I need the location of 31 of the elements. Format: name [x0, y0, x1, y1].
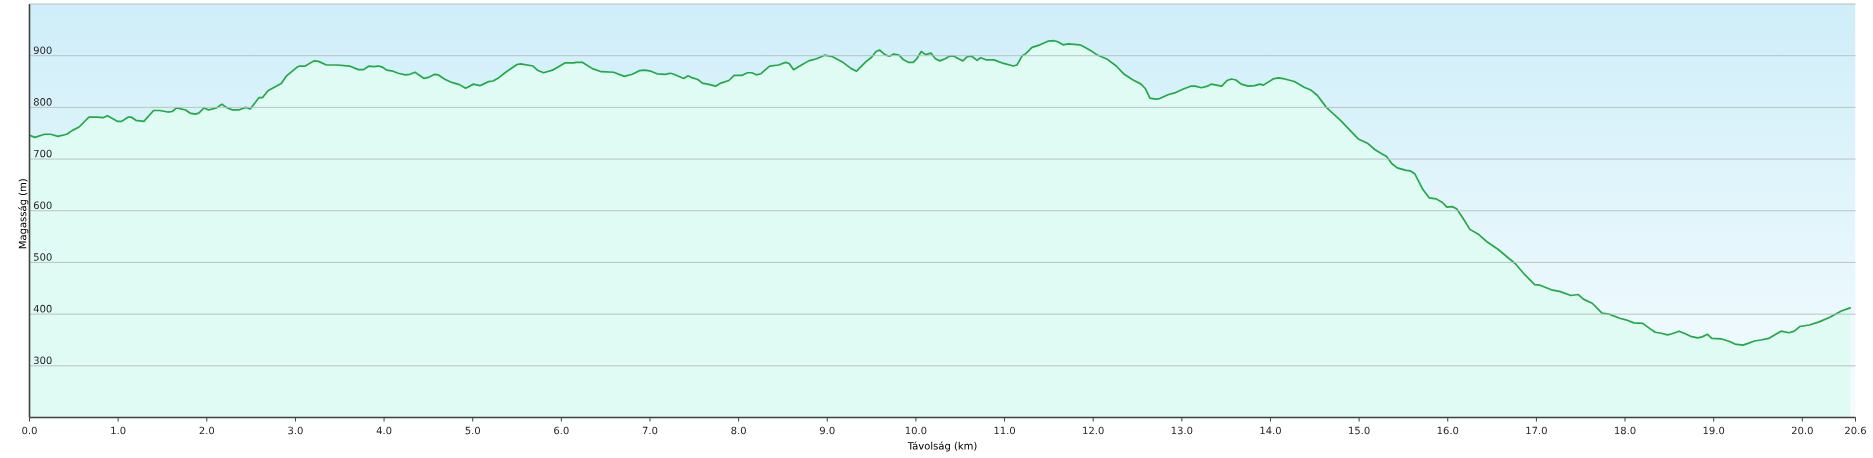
x-tick-label: 12.0	[1083, 426, 1104, 435]
y-tick-label: 500	[33, 253, 52, 261]
x-tick-label: 18.0	[1615, 426, 1636, 435]
x-tick-label: 11.0	[994, 426, 1016, 435]
y-tick-label: 800	[33, 98, 52, 106]
x-tick-label: 8.0	[731, 426, 746, 435]
x-tick-label: 13.0	[1171, 426, 1193, 435]
x-tick-label: 19.0	[1703, 426, 1725, 435]
x-tick-label: 14.0	[1260, 426, 1281, 435]
y-tick-label: 600	[33, 201, 52, 210]
y-axis-title: Magasság (m)	[18, 179, 29, 249]
x-tick-label: 9.0	[819, 426, 835, 435]
y-tick-label: 900	[33, 46, 52, 54]
x-tick-label: 7.0	[642, 426, 658, 435]
x-tick-label: 6.0	[554, 426, 569, 435]
x-tick-label: 20.6	[1845, 426, 1867, 435]
x-tick-label: 0.0	[22, 426, 37, 435]
x-tick-label: 17.0	[1526, 426, 1547, 435]
x-tick-label: 5.0	[465, 426, 480, 435]
x-tick-label: 2.0	[199, 426, 215, 435]
y-tick-label: 700	[34, 149, 52, 158]
x-tick-label: 3.0	[288, 426, 303, 435]
y-tick-label: 300	[33, 356, 52, 365]
y-tick-label: 400	[33, 304, 52, 313]
x-tick-label: 4.0	[376, 426, 392, 435]
x-tick-label: 10.0	[905, 426, 927, 435]
x-tick-label: 1.0	[111, 426, 126, 435]
x-tick-label: 20.0	[1791, 426, 1813, 435]
x-tick-label: 15.0	[1349, 426, 1370, 435]
x-axis-title: Távolság (km)	[907, 441, 977, 452]
x-tick-label: 16.0	[1437, 426, 1459, 435]
